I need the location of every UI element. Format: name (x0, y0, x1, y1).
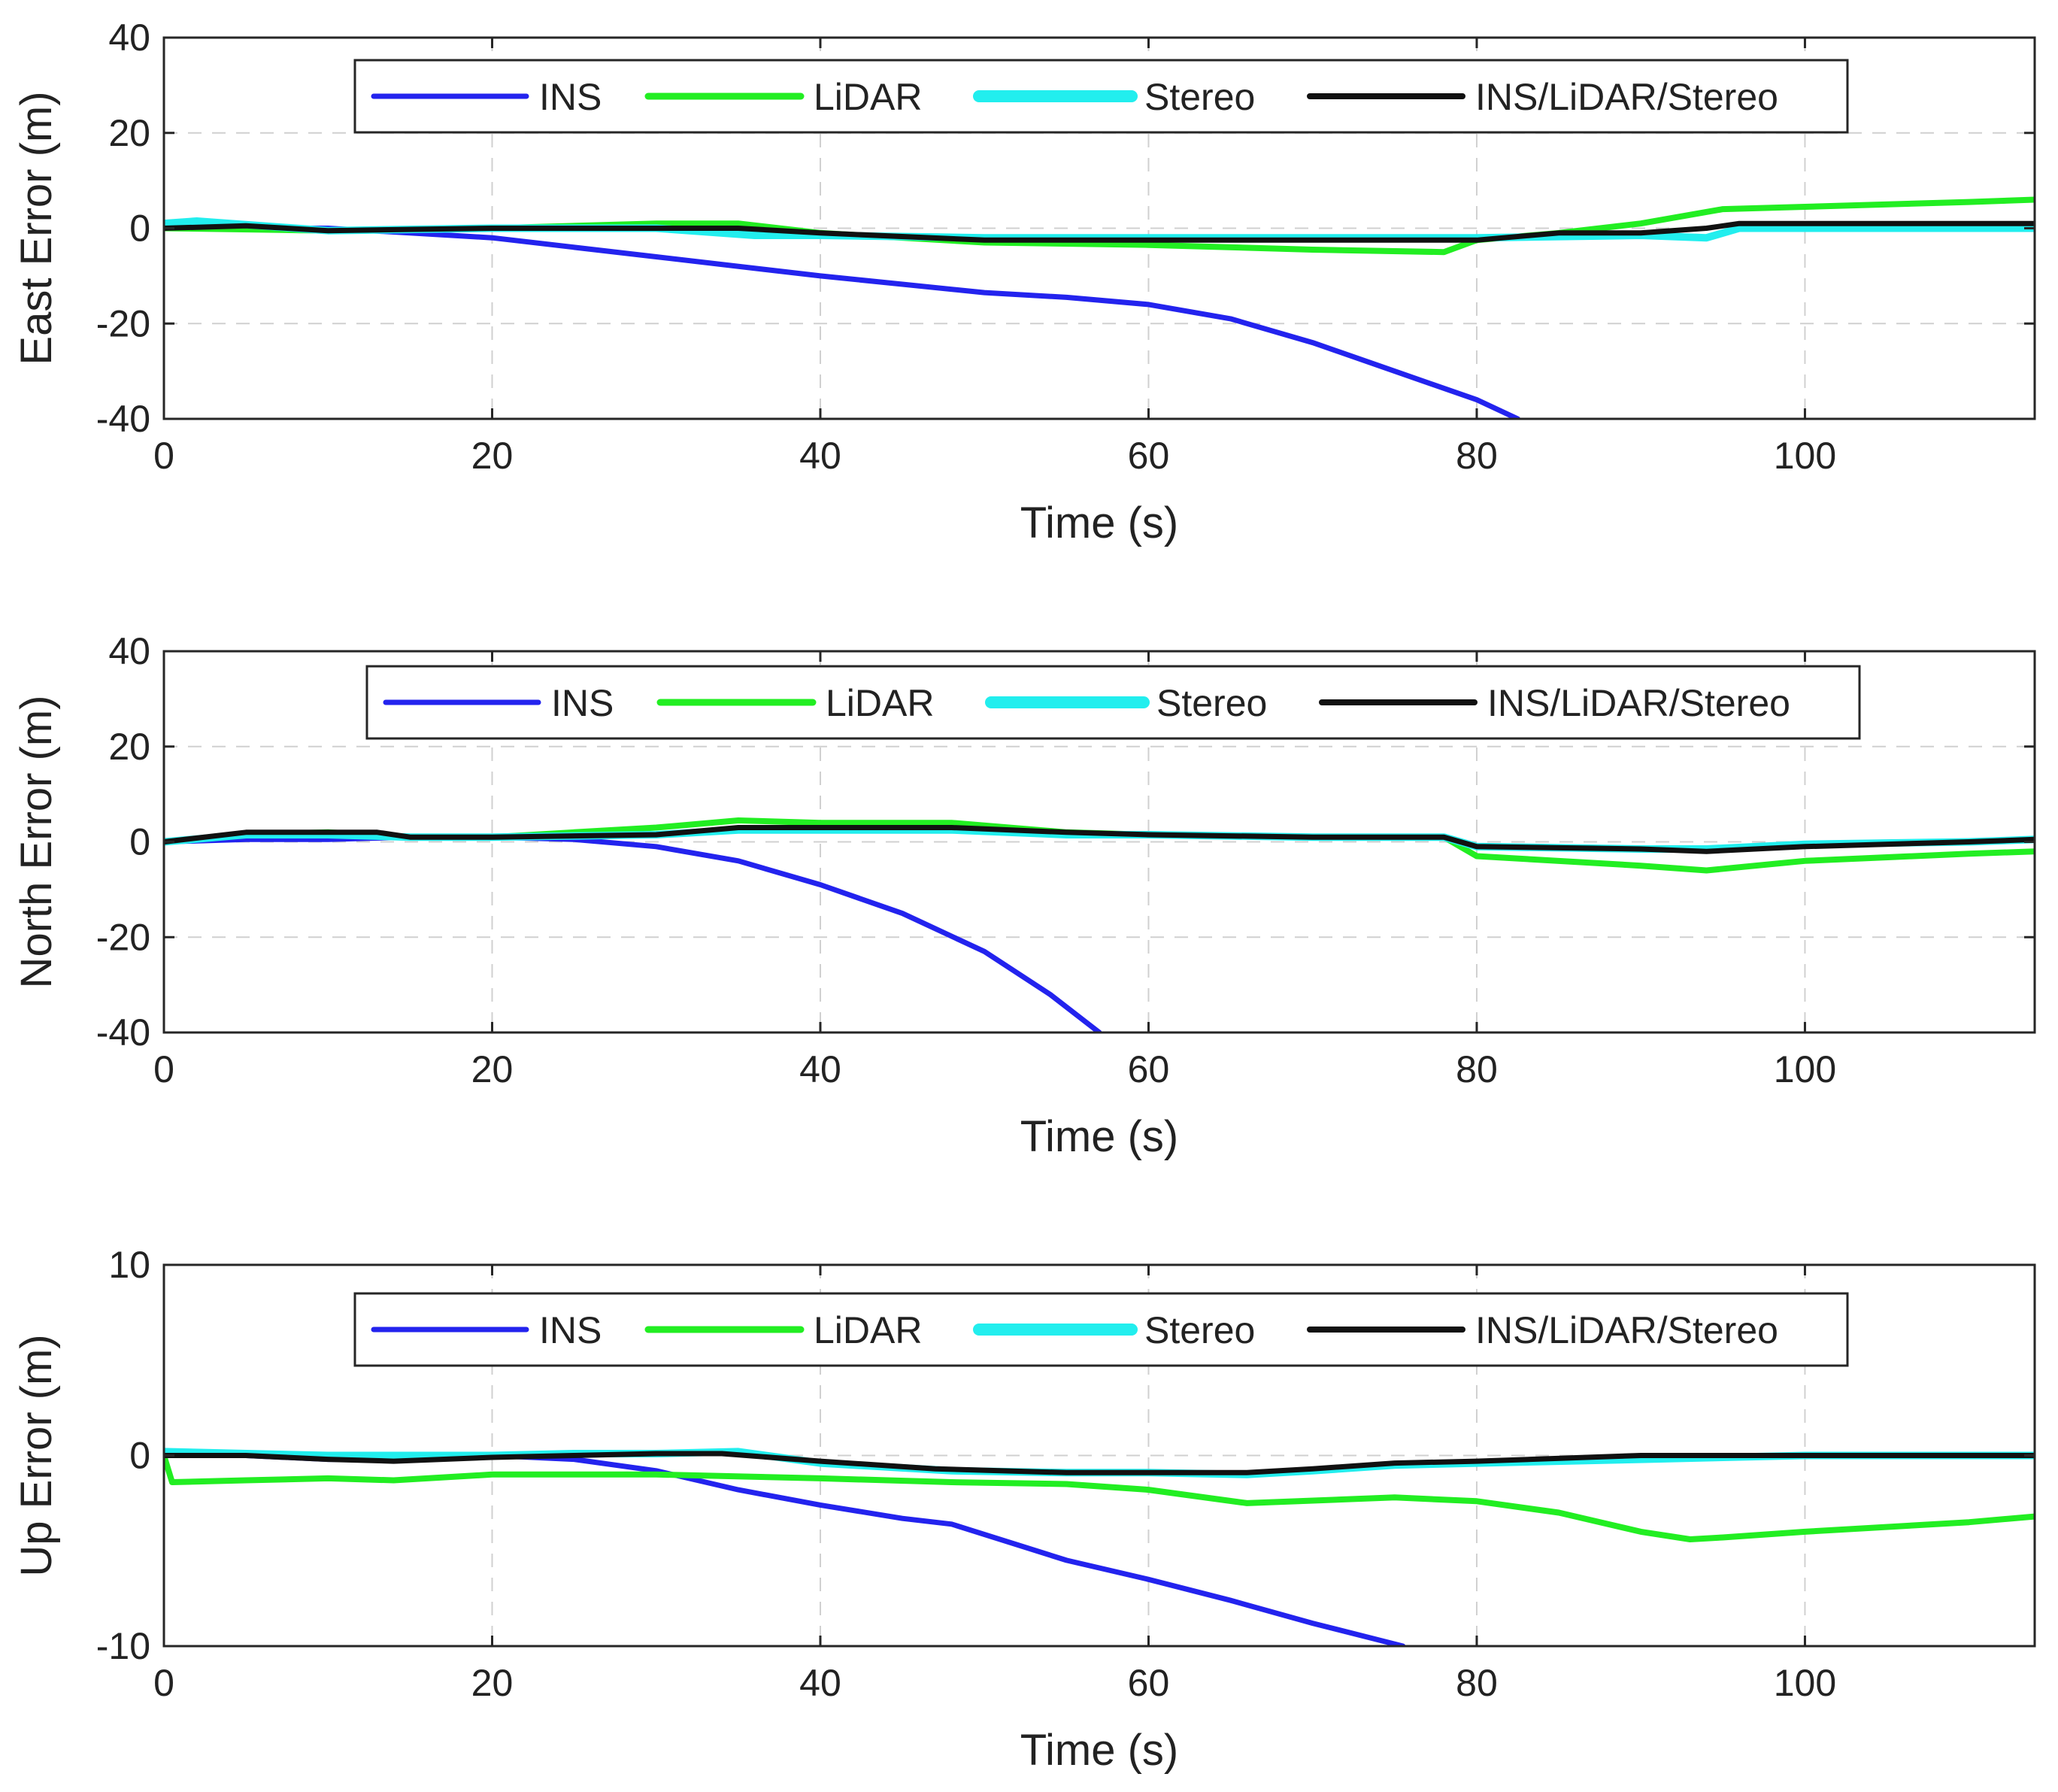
north-y-tick-label: -40 (96, 1011, 150, 1054)
north-x-tick-label: 0 (153, 1048, 174, 1090)
east-series-ins (164, 226, 1520, 419)
up-y-tick-label: 10 (108, 1244, 150, 1286)
up-legend-label-ins-lidar-stereo: INS/LiDAR/Stereo (1475, 1309, 1778, 1351)
north-legend-label-lidar: LiDAR (826, 682, 934, 724)
east-y-tick-label: -20 (96, 302, 150, 344)
up-x-tick-label: 60 (1128, 1662, 1170, 1704)
up-x-tick-label: 80 (1456, 1662, 1498, 1704)
north-legend-label-stereo: Stereo (1156, 682, 1267, 724)
north-x-tick-label: 20 (471, 1048, 514, 1090)
north-grid (164, 651, 2035, 1032)
east-y-tick-label: 0 (129, 208, 150, 250)
east-ticks: 0 20 40 60 80 100 -40 -20 0 20 40 (96, 17, 2035, 477)
north-y-tick-label: 40 (108, 630, 150, 672)
up-legend: INS LiDAR Stereo INS/LiDAR/Stereo (353, 1292, 1849, 1367)
north-x-tick-label: 100 (1774, 1048, 1836, 1090)
up-y-tick-label: -10 (96, 1625, 150, 1667)
north-legend: INS LiDAR Stereo INS/LiDAR/Stereo (365, 665, 1861, 740)
east-legend-label-lidar: LiDAR (814, 76, 922, 118)
north-x-tick-label: 60 (1128, 1048, 1170, 1090)
east-series-ins-lidar-stereo (164, 220, 2035, 243)
north-x-tick-label: 80 (1456, 1048, 1498, 1090)
east-series (164, 196, 2035, 419)
north-series (164, 817, 2035, 1032)
east-x-tick-label: 20 (471, 435, 514, 477)
up-series (164, 1448, 2035, 1646)
east-x-axis-label: Time (s) (1020, 499, 1178, 547)
north-error-panel: 0 20 40 60 80 100 -40 -20 0 20 40 Time (s) North E… (12, 630, 2036, 1161)
up-grid (164, 1265, 2035, 1646)
east-grid (164, 38, 2035, 419)
east-y-tick-label: 40 (108, 17, 150, 59)
up-series-lidar (164, 1452, 2035, 1542)
east-x-tick-label: 100 (1774, 435, 1836, 477)
up-series-ins-lidar-stereo (164, 1451, 2035, 1475)
north-series-ins (164, 834, 1102, 1032)
north-y-tick-label: -20 (96, 916, 150, 958)
east-legend-label-ins: INS (539, 76, 602, 118)
east-legend: INS LiDAR Stereo INS/LiDAR/Stereo (353, 59, 1849, 134)
east-x-tick-label: 60 (1128, 435, 1170, 477)
north-y-tick-label: 20 (108, 726, 150, 768)
up-x-tick-label: 100 (1774, 1662, 1836, 1704)
east-x-tick-label: 40 (799, 435, 841, 477)
up-legend-label-ins: INS (539, 1309, 602, 1351)
east-legend-label-stereo: Stereo (1144, 76, 1255, 118)
east-legend-label-ins-lidar-stereo: INS/LiDAR/Stereo (1475, 76, 1778, 118)
up-x-tick-label: 20 (471, 1662, 514, 1704)
up-x-tick-label: 0 (153, 1662, 174, 1704)
north-y-tick-label: 0 (129, 821, 150, 863)
north-y-axis-label: North Error (m) (12, 696, 61, 989)
up-x-axis-label: Time (s) (1020, 1726, 1178, 1775)
up-legend-label-lidar: LiDAR (814, 1309, 922, 1351)
north-x-axis-label: Time (s) (1020, 1112, 1178, 1161)
north-ticks: 0 20 40 60 80 100 -40 -20 0 20 40 (96, 630, 2035, 1090)
up-x-tick-label: 40 (799, 1662, 841, 1704)
up-y-axis-label: Up Error (m) (12, 1334, 61, 1576)
north-series-ins-lidar-stereo (164, 825, 2035, 854)
east-y-tick-label: 20 (108, 112, 150, 154)
east-y-axis-label: East Error (m) (12, 91, 61, 365)
north-legend-label-ins: INS (551, 682, 614, 724)
up-y-tick-label: 0 (129, 1435, 150, 1477)
east-x-tick-label: 80 (1456, 435, 1498, 477)
north-x-tick-label: 40 (799, 1048, 841, 1090)
up-legend-label-stereo: Stereo (1144, 1309, 1255, 1351)
east-x-tick-label: 0 (153, 435, 174, 477)
east-y-tick-label: -40 (96, 398, 150, 440)
north-legend-label-ins-lidar-stereo: INS/LiDAR/Stereo (1487, 682, 1790, 724)
east-error-panel: 0 20 40 60 80 100 -40 -20 0 20 40 Time (s) East Er… (12, 17, 2036, 547)
